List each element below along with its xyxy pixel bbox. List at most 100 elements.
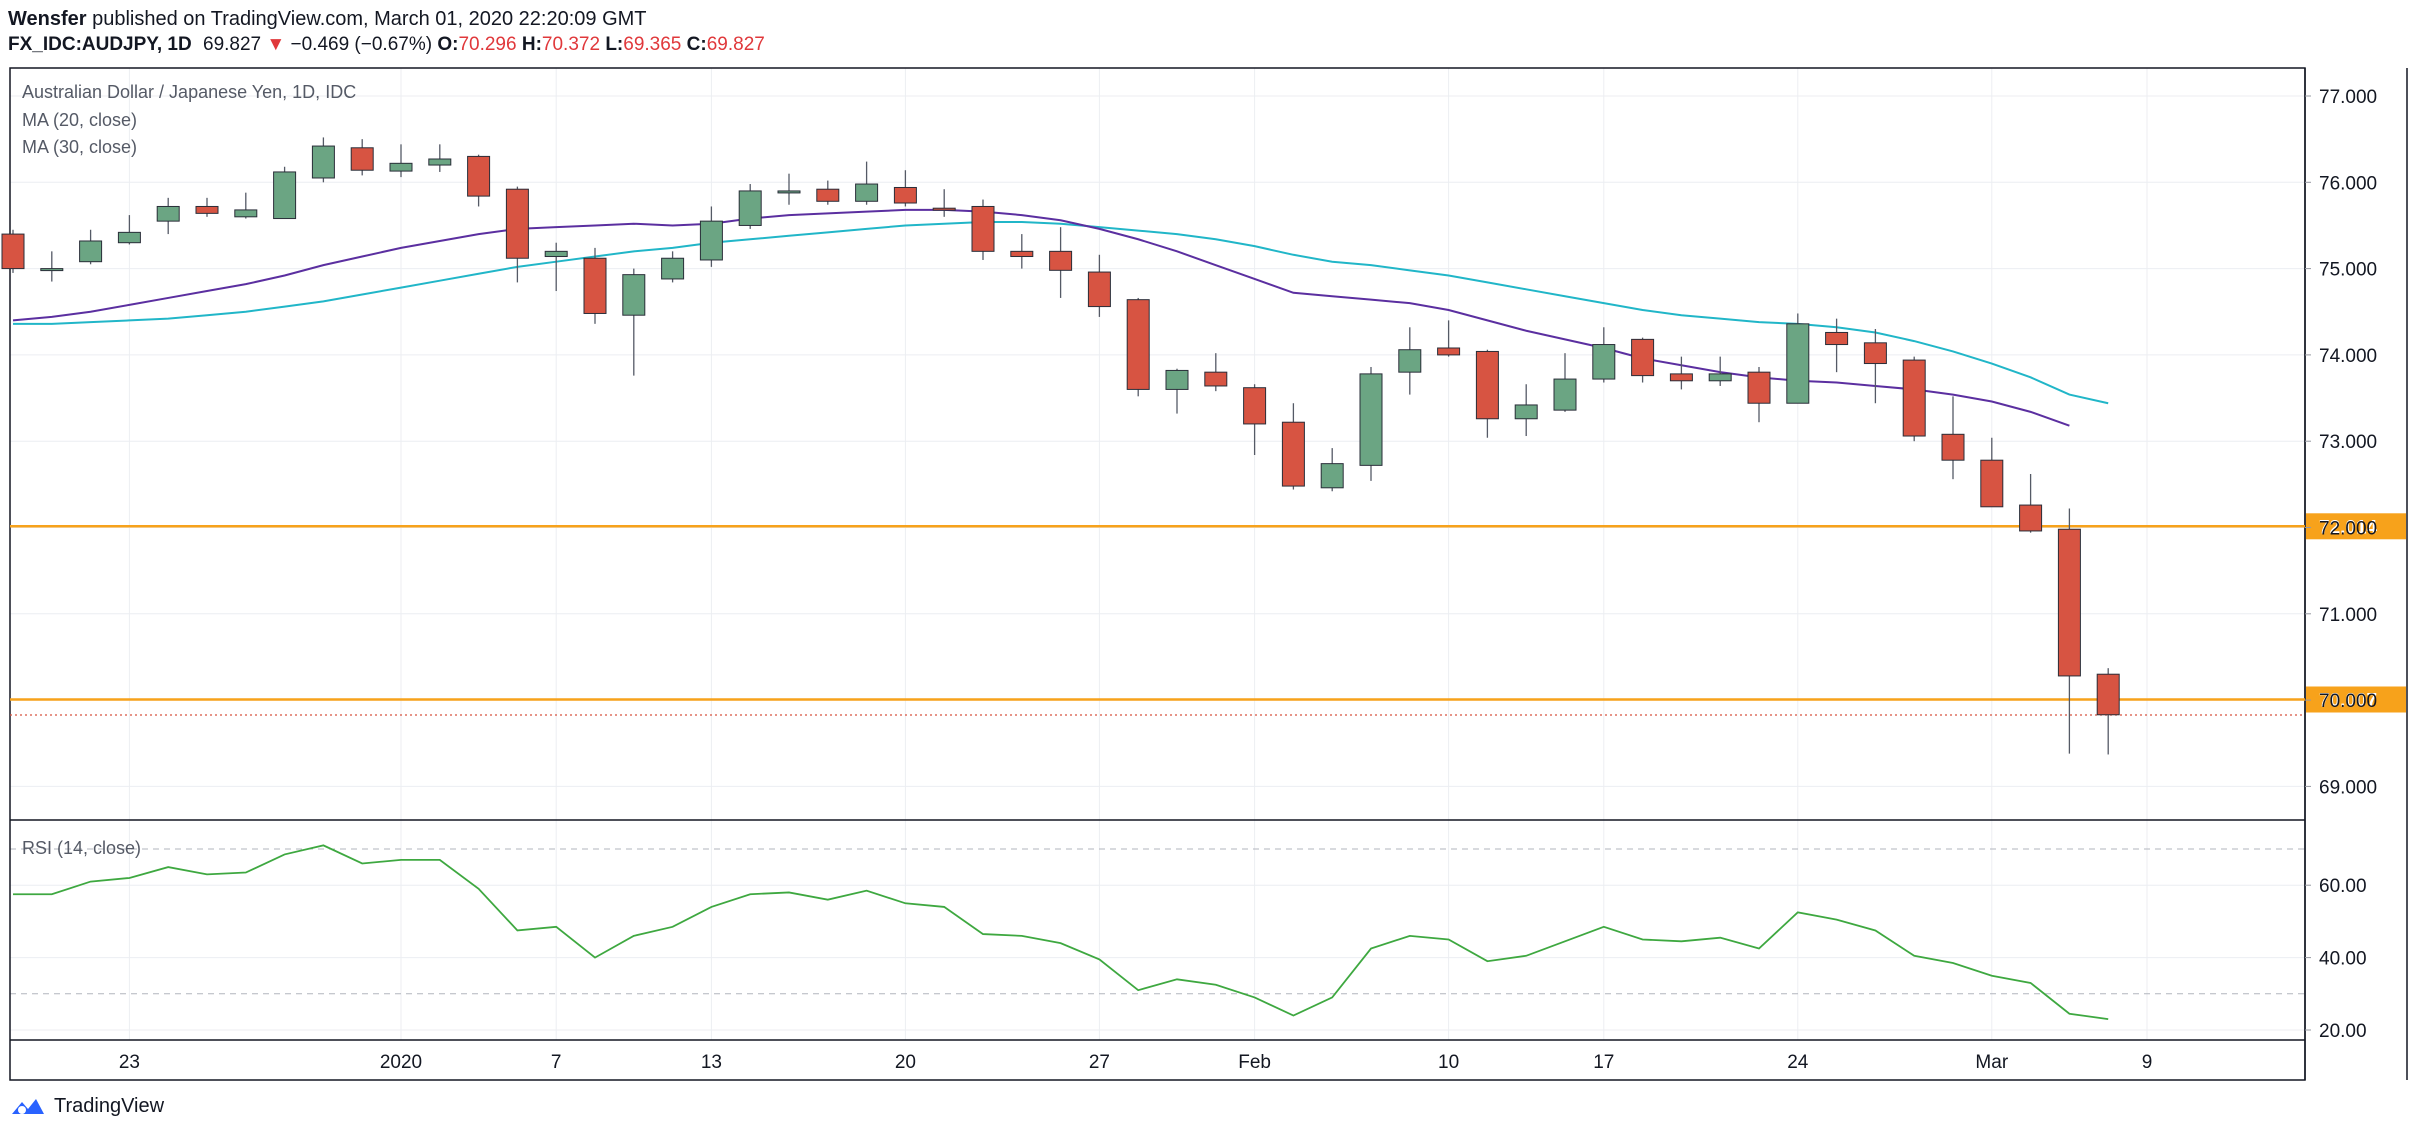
candle[interactable]: [2057, 508, 2081, 754]
candle[interactable]: [971, 199, 995, 260]
candle[interactable]: [2096, 668, 2120, 755]
candle[interactable]: [1398, 327, 1422, 395]
price-tick-label: 69.000: [2319, 777, 2377, 798]
rsi-legend[interactable]: RSI (14, close): [22, 838, 142, 858]
candle[interactable]: [1281, 403, 1305, 490]
candle[interactable]: [738, 184, 762, 229]
price-tick-label: 72.000: [2319, 519, 2377, 540]
candle[interactable]: [583, 247, 607, 324]
candle[interactable]: [467, 154, 491, 207]
candle[interactable]: [1165, 368, 1189, 414]
candle-body: [1437, 347, 1461, 356]
candle[interactable]: [1825, 318, 1849, 373]
candle[interactable]: [1010, 234, 1034, 269]
tradingview-logo-icon[interactable]: [10, 1096, 46, 1118]
symbol-name: FX_IDC:AUDJPY, 1D: [8, 34, 192, 55]
candle[interactable]: [816, 180, 840, 205]
candle[interactable]: [1320, 448, 1344, 492]
candle[interactable]: [622, 268, 646, 376]
candle-body: [505, 188, 529, 259]
candle-body: [1, 233, 25, 270]
author-name[interactable]: Wensfer: [8, 8, 87, 30]
candle[interactable]: [1669, 356, 1693, 390]
ma30-series: [13, 220, 2109, 405]
candle[interactable]: [855, 161, 879, 205]
candle[interactable]: [1631, 337, 1655, 383]
candle[interactable]: [195, 197, 219, 217]
candle[interactable]: [893, 170, 917, 207]
candle-body: [195, 205, 219, 214]
candle[interactable]: [79, 229, 103, 265]
ma30-legend[interactable]: MA (30, close): [22, 137, 138, 157]
rsi-tick-label: 20.00: [2319, 1021, 2367, 1042]
candle-body: [1553, 378, 1577, 411]
axes[interactable]: 77.000 76.000 75.000 74.000 73.000 72.000 71.0…: [119, 87, 2377, 1073]
candle[interactable]: [1592, 327, 1616, 383]
candle-body: [234, 209, 258, 218]
time-tick-label: Mar: [1975, 1052, 2008, 1073]
support-line-badge[interactable]: [2306, 513, 2406, 540]
candle[interactable]: [1786, 313, 1810, 404]
candle[interactable]: [40, 251, 64, 282]
candle[interactable]: [311, 137, 335, 183]
candle-body: [2019, 504, 2043, 532]
candle-body: [467, 155, 491, 197]
candle[interactable]: [428, 144, 452, 172]
candle-body: [855, 183, 879, 202]
footer-brand[interactable]: TradingView: [54, 1095, 165, 1117]
candle[interactable]: [544, 242, 568, 292]
candle-body: [1126, 299, 1150, 390]
candle-body: [79, 240, 103, 263]
publish-line: Wensfer published on TradingView.com, Ma…: [8, 6, 2408, 32]
support-line-badge[interactable]: [2306, 686, 2406, 713]
candle[interactable]: [1980, 437, 2004, 508]
ma30-line: [13, 220, 2109, 405]
candle-body: [428, 158, 452, 166]
horizontal-lines[interactable]: 72.014 70.007: [10, 513, 2406, 716]
grid: [10, 68, 2305, 1040]
candle[interactable]: [1863, 329, 1887, 404]
open-value: 70.296: [458, 34, 517, 55]
ma20-legend[interactable]: MA (20, close): [22, 110, 138, 130]
candle-body: [1281, 421, 1305, 487]
candle-body: [893, 186, 917, 204]
candle[interactable]: [1243, 384, 1267, 456]
candle[interactable]: [1475, 349, 1499, 438]
candle[interactable]: [1708, 356, 1732, 386]
candle[interactable]: [1941, 396, 1965, 480]
candle[interactable]: [156, 197, 180, 235]
candle-body: [1359, 373, 1383, 466]
candle-body: [1825, 331, 1849, 346]
candle[interactable]: [2019, 473, 2043, 533]
candle[interactable]: [1126, 297, 1150, 397]
candle[interactable]: [350, 139, 374, 176]
candle[interactable]: [1747, 366, 1771, 423]
close-label: C:: [686, 34, 707, 55]
candle[interactable]: [505, 186, 529, 283]
candle[interactable]: [1437, 320, 1461, 357]
candle[interactable]: [1359, 366, 1383, 481]
candle[interactable]: [1049, 227, 1073, 298]
support-line-label: 70.007: [2319, 690, 2377, 711]
open-label: O:: [437, 34, 459, 55]
candle-body: [661, 257, 685, 280]
candle[interactable]: [932, 189, 956, 217]
candle[interactable]: [699, 206, 723, 267]
candle[interactable]: [777, 173, 801, 205]
candle[interactable]: [389, 144, 413, 178]
candle-body: [1708, 373, 1732, 382]
candle[interactable]: [273, 166, 297, 220]
candle-body: [1049, 250, 1073, 271]
candle[interactable]: [117, 215, 141, 245]
candle[interactable]: [661, 251, 685, 283]
candles[interactable]: [1, 137, 2120, 755]
candle[interactable]: [1087, 254, 1111, 317]
candle[interactable]: [1204, 353, 1228, 392]
candle[interactable]: [1902, 356, 1926, 442]
candle[interactable]: [1553, 353, 1577, 412]
rsi-tick-label: 60.00: [2319, 876, 2367, 897]
candle[interactable]: [1514, 384, 1538, 437]
candle[interactable]: [234, 192, 258, 219]
candle[interactable]: [1, 229, 25, 273]
